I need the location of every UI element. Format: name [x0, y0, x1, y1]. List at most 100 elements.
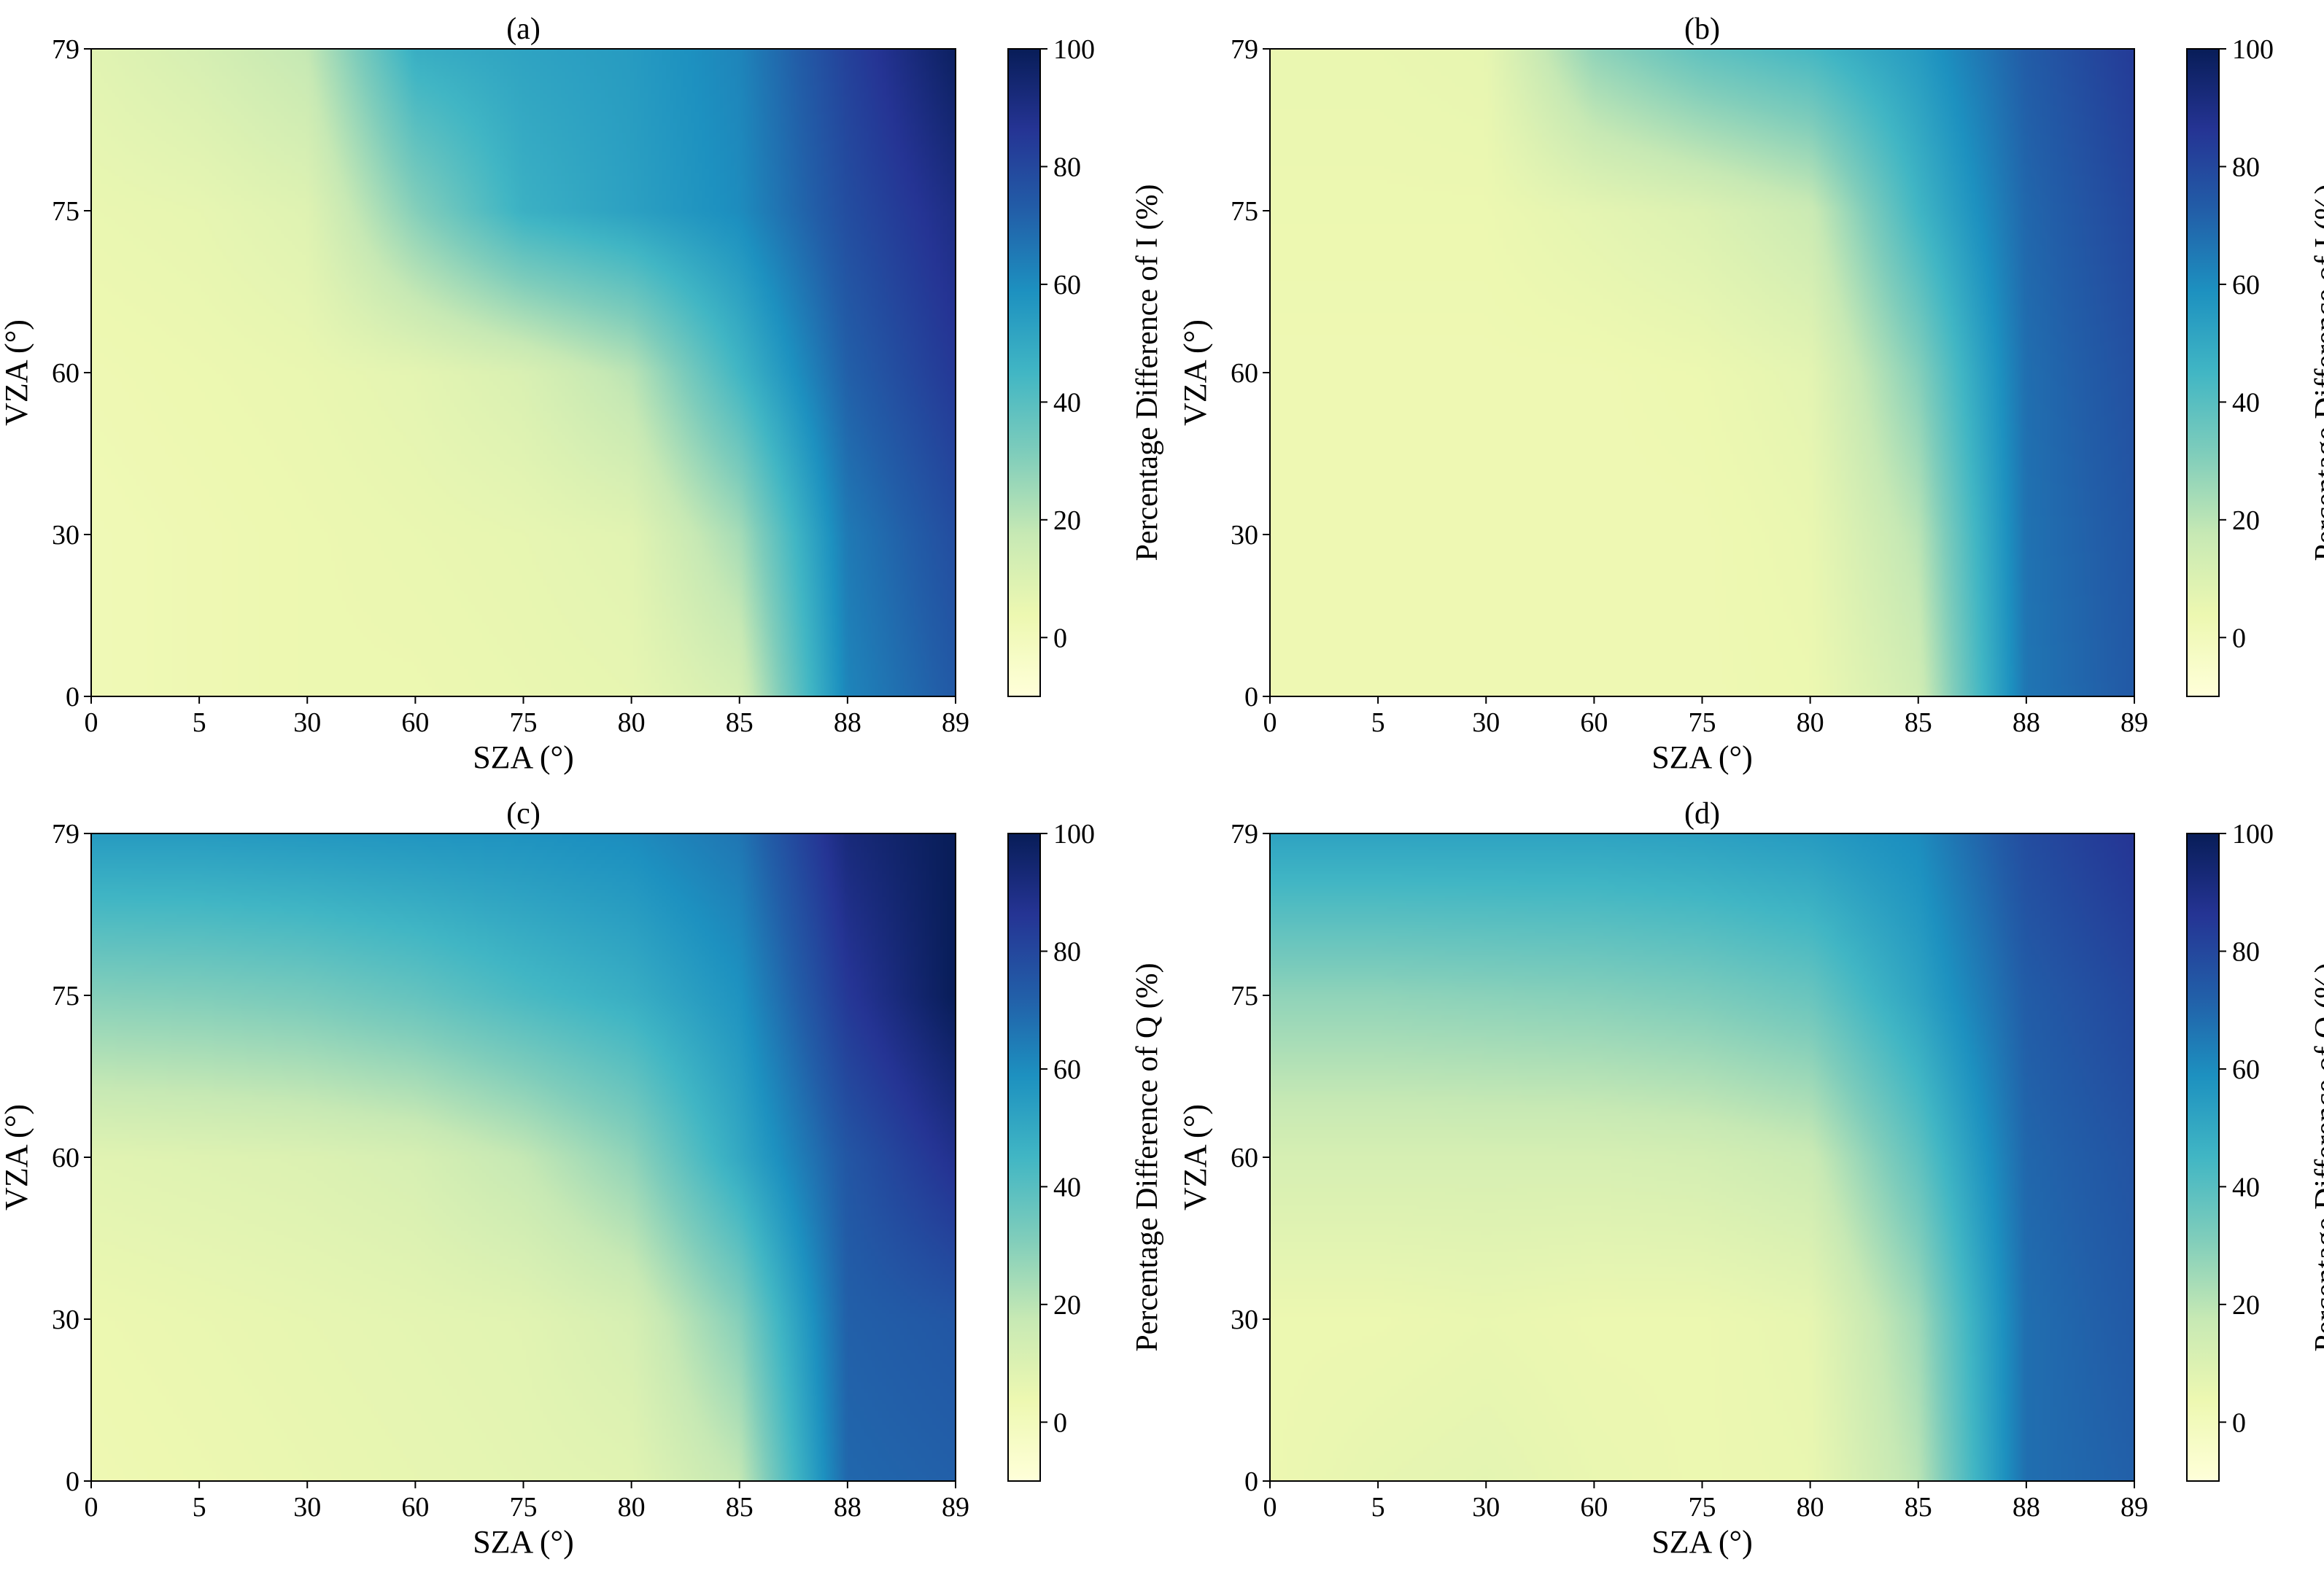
- y-tick-label: 79: [1231, 34, 1258, 65]
- x-axis-label: SZA (°): [473, 1524, 574, 1560]
- colorbar-tick-label: 0: [2232, 623, 2246, 653]
- x-tick-label: 5: [1371, 1492, 1385, 1523]
- colorbar: [2186, 833, 2220, 1482]
- x-tick-label: 80: [1797, 707, 1824, 738]
- colorbar-tick-label: 60: [2232, 1054, 2260, 1085]
- y-tick-label: 75: [1231, 981, 1258, 1011]
- x-tick-label: 30: [293, 1492, 321, 1523]
- y-tick-label: 75: [52, 981, 80, 1011]
- colorbar-tick-label: 40: [2232, 387, 2260, 418]
- panel-label: (d): [1684, 797, 1720, 831]
- x-tick-label: 30: [293, 707, 321, 738]
- y-tick-label: 60: [1231, 1143, 1258, 1173]
- panel-a: (a) 0 5 30 60 75 80 85 88 89 0 30 60 75 79 SZA (°) VZA (…: [0, 12, 1164, 775]
- y-tick-label: 79: [52, 819, 80, 850]
- y-tick-label: 75: [52, 196, 80, 227]
- y-tick-label: 60: [52, 358, 80, 389]
- colorbar-tick-label: 20: [1053, 1290, 1081, 1321]
- panel-b: (b) 0 5 30 60 75 80 85 88 89 0 30 60 75 79 SZA (°) VZA (…: [1177, 12, 2324, 775]
- x-tick-label: 0: [85, 707, 98, 738]
- colorbar-tick-label: 80: [1053, 936, 1081, 967]
- x-tick-label: 85: [1905, 707, 1932, 738]
- colorbar-tick-label: 20: [2232, 1290, 2260, 1321]
- y-tick-label: 30: [1231, 520, 1258, 551]
- x-tick-label: 5: [1371, 707, 1385, 738]
- colorbar-tick-label: 100: [2232, 819, 2274, 850]
- y-tick-label: 0: [66, 682, 80, 712]
- colorbar-tick-label: 20: [2232, 505, 2260, 536]
- colorbar-tick-label: 40: [1053, 1172, 1081, 1202]
- y-tick-label: 30: [52, 1305, 80, 1335]
- x-tick-label: 75: [510, 707, 538, 738]
- x-tick-label: 60: [401, 707, 429, 738]
- colorbar-tick-label: 80: [1053, 152, 1081, 182]
- x-tick-label: 85: [726, 707, 754, 738]
- x-axis-label: SZA (°): [473, 739, 574, 775]
- y-axis-label: VZA (°): [1177, 1104, 1213, 1210]
- x-tick-label: 89: [942, 707, 969, 738]
- colorbar-label: Percentage Difference of Q (%): [2309, 963, 2324, 1351]
- x-tick-label: 75: [1689, 707, 1716, 738]
- colorbar-label: Percentage Difference of I (%): [2309, 184, 2324, 561]
- x-tick-label: 88: [2013, 1492, 2040, 1523]
- y-tick-label: 75: [1231, 196, 1258, 227]
- x-tick-label: 85: [726, 1492, 754, 1523]
- x-tick-label: 85: [1905, 1492, 1932, 1523]
- colorbar: [1007, 833, 1041, 1482]
- panel-d: (d) 0 5 30 60 75 80 85 88 89 0 30 60 75 79 SZA (°) VZA (…: [1177, 797, 2324, 1560]
- heatmap-image: [91, 49, 956, 696]
- panel-c: (c) 0 5 30 60 75 80 85 88 89 0 30 60 75 79 SZA (°) VZA (…: [0, 797, 1164, 1560]
- y-axis-label: VZA (°): [1177, 319, 1213, 426]
- heatmap-image: [1270, 49, 2134, 696]
- colorbar-tick-label: 40: [2232, 1172, 2260, 1202]
- x-tick-label: 89: [2120, 1492, 2148, 1523]
- x-tick-label: 30: [1472, 1492, 1500, 1523]
- colorbar-tick-label: 60: [2232, 270, 2260, 300]
- panel-label: (b): [1684, 12, 1720, 46]
- colorbar-label: Percentage Difference of Q (%): [1131, 963, 1164, 1351]
- x-tick-label: 80: [1797, 1492, 1824, 1523]
- y-tick-label: 60: [52, 1143, 80, 1173]
- y-tick-label: 30: [52, 520, 80, 551]
- x-tick-label: 0: [85, 1492, 98, 1523]
- x-tick-label: 60: [1580, 1492, 1608, 1523]
- colorbar-tick-label: 100: [2232, 34, 2274, 65]
- x-tick-label: 60: [1580, 707, 1608, 738]
- x-tick-label: 89: [942, 1492, 969, 1523]
- y-tick-label: 0: [1244, 682, 1258, 712]
- heatmap-image: [91, 833, 956, 1481]
- x-tick-label: 30: [1472, 707, 1500, 738]
- panel-label: (c): [506, 797, 541, 831]
- colorbar-tick-label: 20: [1053, 505, 1081, 536]
- y-axis-label: VZA (°): [0, 1104, 34, 1210]
- colorbar-tick-label: 60: [1053, 270, 1081, 300]
- x-tick-label: 5: [193, 707, 206, 738]
- colorbar: [1007, 48, 1041, 697]
- x-tick-label: 88: [834, 1492, 861, 1523]
- colorbar: [2186, 48, 2220, 697]
- colorbar-tick-label: 80: [2232, 152, 2260, 182]
- y-tick-label: 30: [1231, 1305, 1258, 1335]
- x-tick-label: 88: [2013, 707, 2040, 738]
- heatmap-image: [1270, 833, 2134, 1481]
- y-tick-label: 60: [1231, 358, 1258, 389]
- colorbar-tick-label: 0: [1053, 1407, 1067, 1438]
- x-tick-label: 5: [193, 1492, 206, 1523]
- y-tick-label: 0: [1244, 1466, 1258, 1497]
- y-tick-label: 0: [66, 1466, 80, 1497]
- x-tick-label: 80: [618, 1492, 646, 1523]
- colorbar-tick-label: 0: [2232, 1407, 2246, 1438]
- x-tick-label: 60: [401, 1492, 429, 1523]
- y-tick-label: 79: [1231, 819, 1258, 850]
- x-axis-label: SZA (°): [1651, 1524, 1753, 1560]
- x-tick-label: 89: [2120, 707, 2148, 738]
- colorbar-tick-label: 40: [1053, 387, 1081, 418]
- x-tick-label: 75: [1689, 1492, 1716, 1523]
- x-tick-label: 0: [1263, 707, 1277, 738]
- x-tick-label: 88: [834, 707, 861, 738]
- panel-label: (a): [506, 12, 541, 46]
- colorbar-tick-label: 100: [1053, 34, 1095, 65]
- colorbar-tick-label: 100: [1053, 819, 1095, 850]
- y-tick-label: 79: [52, 34, 80, 65]
